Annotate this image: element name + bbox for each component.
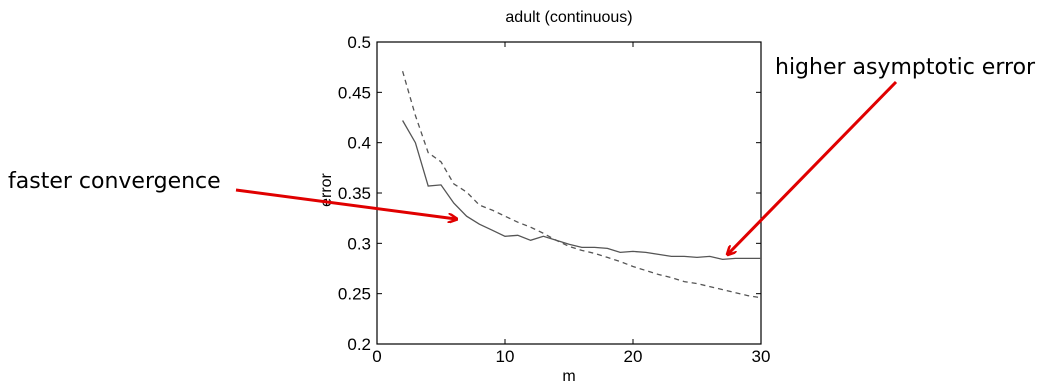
series-line-solid	[402, 120, 761, 261]
y-axis-label: error	[318, 172, 335, 206]
y-tick-label: 0.25	[338, 285, 371, 304]
y-tick-label: 0.2	[347, 335, 371, 354]
annotations: faster convergence higher asymptotic err…	[8, 55, 1036, 254]
y-tick-label: 0.35	[338, 184, 371, 203]
y-tick-label: 0.4	[347, 134, 371, 153]
annotation-higher-asymptotic-error: higher asymptotic error	[775, 55, 1036, 80]
x-axis-label: m	[562, 368, 575, 385]
y-tick-label: 0.3	[347, 234, 371, 253]
x-tick-label: 10	[496, 347, 515, 366]
annotation-faster-convergence: faster convergence	[8, 169, 221, 194]
series-line-dashed	[401, 71, 762, 299]
y-tick-label: 0.5	[347, 33, 371, 52]
plot-area-frame	[376, 41, 762, 345]
chart-title: adult (continuous)	[505, 9, 632, 26]
y-tick-label: 0.45	[338, 83, 371, 102]
x-tick-label: 30	[752, 347, 771, 366]
x-tick-label: 20	[624, 347, 643, 366]
axis-ticks: 0 10 20 30 0.2 0.25 0.3 0.35 0.4 0.45 0.5	[338, 33, 771, 366]
arrow-faster-convergence	[235, 188, 456, 219]
x-tick-label: 0	[372, 347, 381, 366]
series-lines	[401, 71, 762, 299]
arrow-higher-asymptotic-error	[728, 80, 898, 254]
